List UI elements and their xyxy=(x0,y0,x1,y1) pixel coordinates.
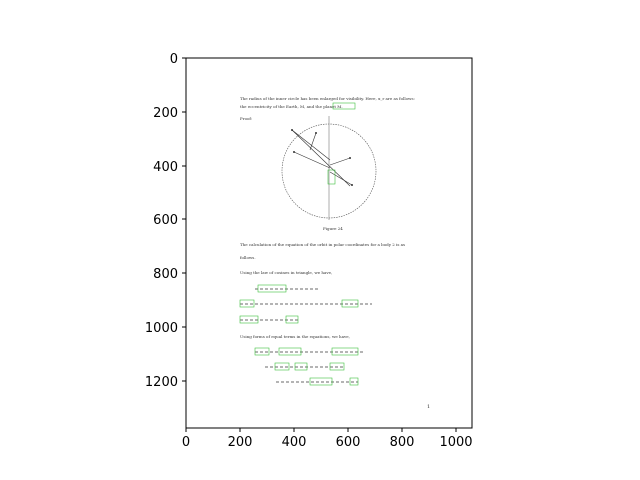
ray-line xyxy=(329,157,351,166)
point-marker xyxy=(315,132,317,134)
orbit-diagram: Figure 24 xyxy=(281,116,377,231)
doc-line: Proof: xyxy=(240,116,252,121)
annotation-box xyxy=(309,377,333,386)
page-number: 1 xyxy=(427,404,430,410)
y-tick-label: 1200 xyxy=(145,375,178,390)
annotation-box xyxy=(254,347,270,356)
x-tick-label: 800 xyxy=(390,435,415,450)
point-marker xyxy=(291,129,293,131)
equation-row xyxy=(254,347,365,356)
x-tick-label: 0 xyxy=(182,435,190,450)
ray-line xyxy=(291,129,351,187)
annotation-box xyxy=(239,315,259,324)
document-page: The radius of the inner circle has been … xyxy=(239,96,430,410)
ray-line xyxy=(329,171,353,186)
y-tick-label: 600 xyxy=(153,213,178,228)
figure-caption: Figure 24 xyxy=(323,226,343,231)
y-axis: 0 200 400 600 800 1000 1200 xyxy=(145,52,186,390)
annotation-box xyxy=(327,169,336,185)
annotation-box xyxy=(257,284,287,293)
y-tick-label: 1000 xyxy=(145,321,178,336)
y-tick-label: 400 xyxy=(153,160,178,175)
x-axis: 0 200 400 600 800 1000 xyxy=(182,428,473,450)
point-marker xyxy=(351,184,353,186)
x-tick-label: 400 xyxy=(282,435,307,450)
annotation-box xyxy=(294,362,308,371)
equation-row xyxy=(255,284,318,293)
ray-line xyxy=(293,151,331,169)
point-marker xyxy=(293,151,295,153)
y-tick-label: 800 xyxy=(153,267,178,282)
ray-line xyxy=(309,132,317,151)
ray-line xyxy=(291,129,331,161)
annotation-box xyxy=(341,299,359,308)
annotation-box xyxy=(349,377,359,386)
annotation-box xyxy=(239,299,255,308)
doc-line: Using forms of equal terms in the equati… xyxy=(240,334,350,339)
x-tick-label: 200 xyxy=(228,435,253,450)
equation-row xyxy=(239,315,299,324)
y-tick-label: 200 xyxy=(153,106,178,121)
annotation-box xyxy=(285,315,299,324)
doc-line: follows. xyxy=(240,255,256,260)
doc-line: the eccentricity of the Earth, M, and th… xyxy=(240,104,343,109)
equation-row xyxy=(239,299,372,308)
doc-line: The radius of the inner circle has been … xyxy=(240,96,415,101)
x-tick-label: 1000 xyxy=(439,435,472,450)
annotation-box xyxy=(274,362,290,371)
annotation-box xyxy=(329,362,345,371)
annotation-box xyxy=(278,347,302,356)
x-tick-label: 600 xyxy=(336,435,361,450)
equation-row xyxy=(265,362,345,371)
doc-line: Using the law of cosines in triangle, we… xyxy=(240,270,332,275)
annotation-box xyxy=(332,102,356,110)
y-tick-label: 0 xyxy=(170,52,178,67)
annotation-box xyxy=(331,347,359,356)
doc-line: The calculation of the equation of the o… xyxy=(240,242,405,247)
point-marker xyxy=(349,157,351,159)
equation-row xyxy=(276,377,359,386)
